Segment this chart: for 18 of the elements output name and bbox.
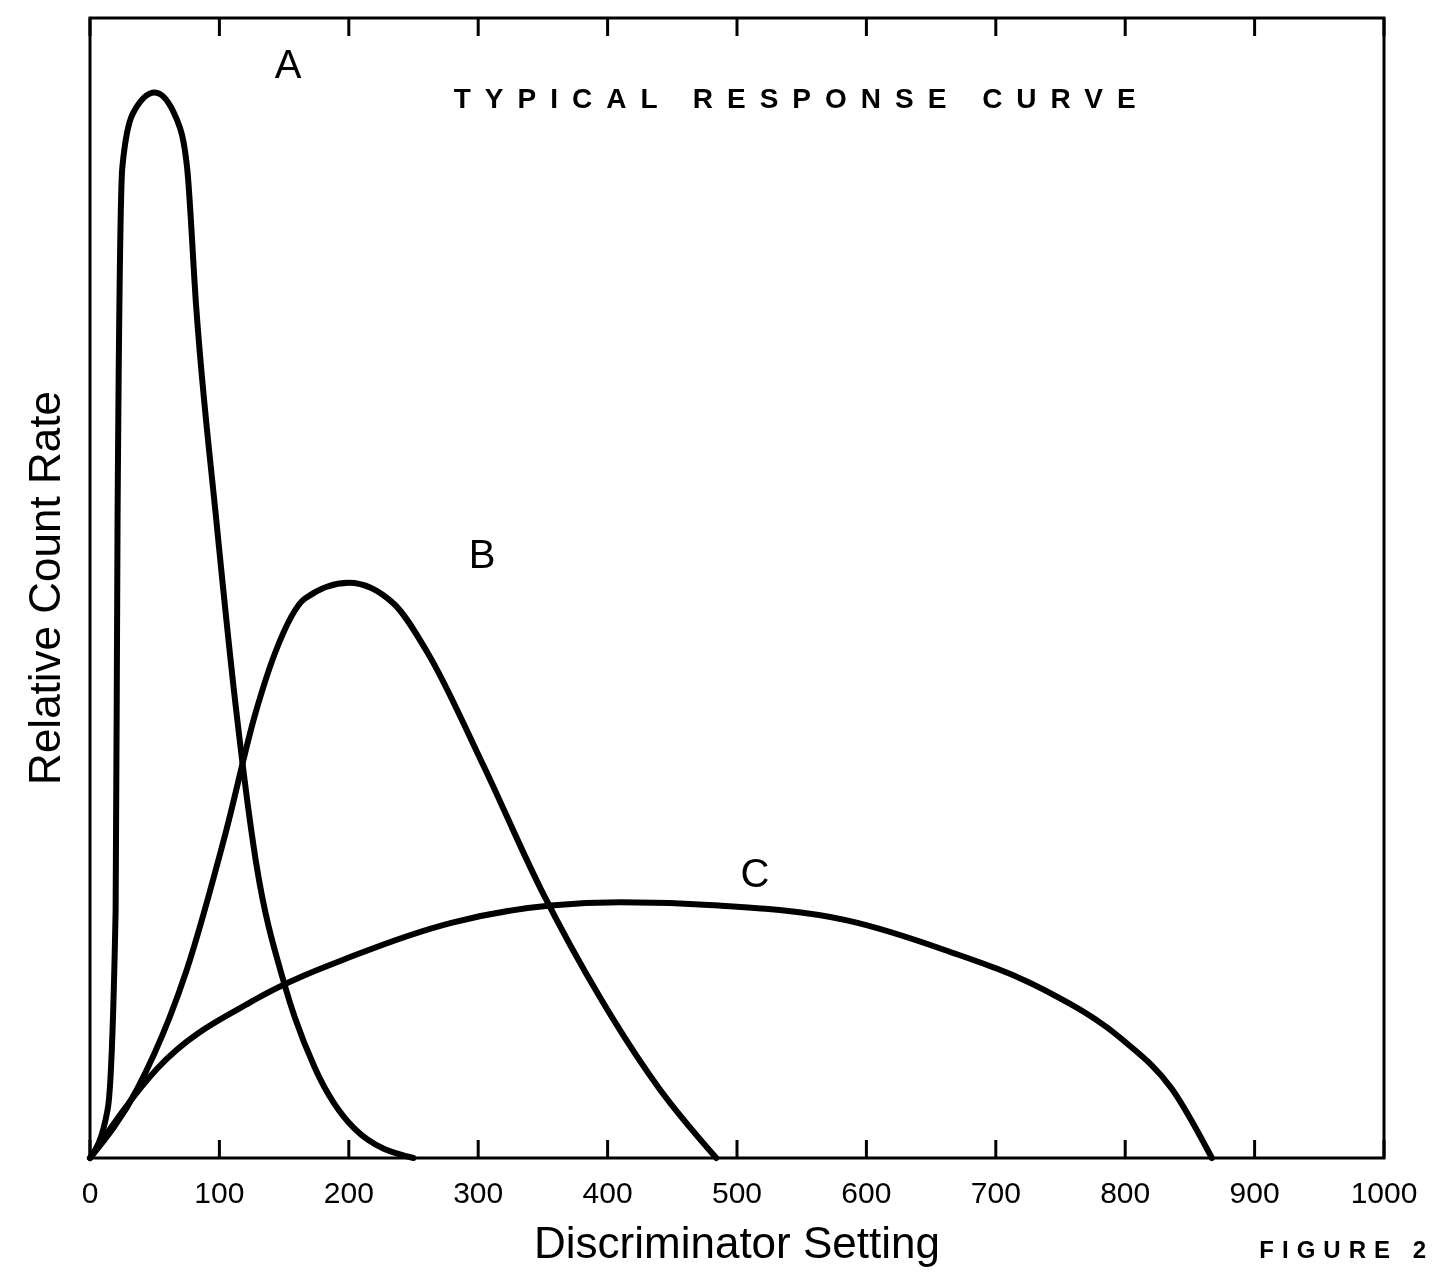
- x-tick-label: 800: [1100, 1176, 1151, 1209]
- x-tick-label: 200: [323, 1176, 374, 1209]
- chart-title: TYPICAL RESPONSE CURVE: [453, 83, 1150, 114]
- x-tick-label: 500: [711, 1176, 763, 1209]
- caption: FIGURE 2: [1259, 1236, 1434, 1263]
- x-tick-label: 1000: [1350, 1176, 1418, 1209]
- series-label: C: [740, 851, 770, 896]
- x-tick-label: 900: [1229, 1176, 1280, 1209]
- x-tick-label: 700: [970, 1176, 1021, 1209]
- x-tick-label: 0: [81, 1176, 99, 1209]
- x-tick-label: 300: [453, 1176, 504, 1209]
- text: A: [274, 41, 302, 86]
- x-tick-label: 100: [194, 1176, 245, 1209]
- x-tick-label: 600: [841, 1176, 892, 1209]
- series-label: B: [468, 531, 496, 576]
- y-axis-title: Relative Count Rate: [20, 391, 69, 785]
- x-axis-title: Discriminator Setting: [534, 1218, 940, 1267]
- x-tick-label: 400: [582, 1176, 633, 1209]
